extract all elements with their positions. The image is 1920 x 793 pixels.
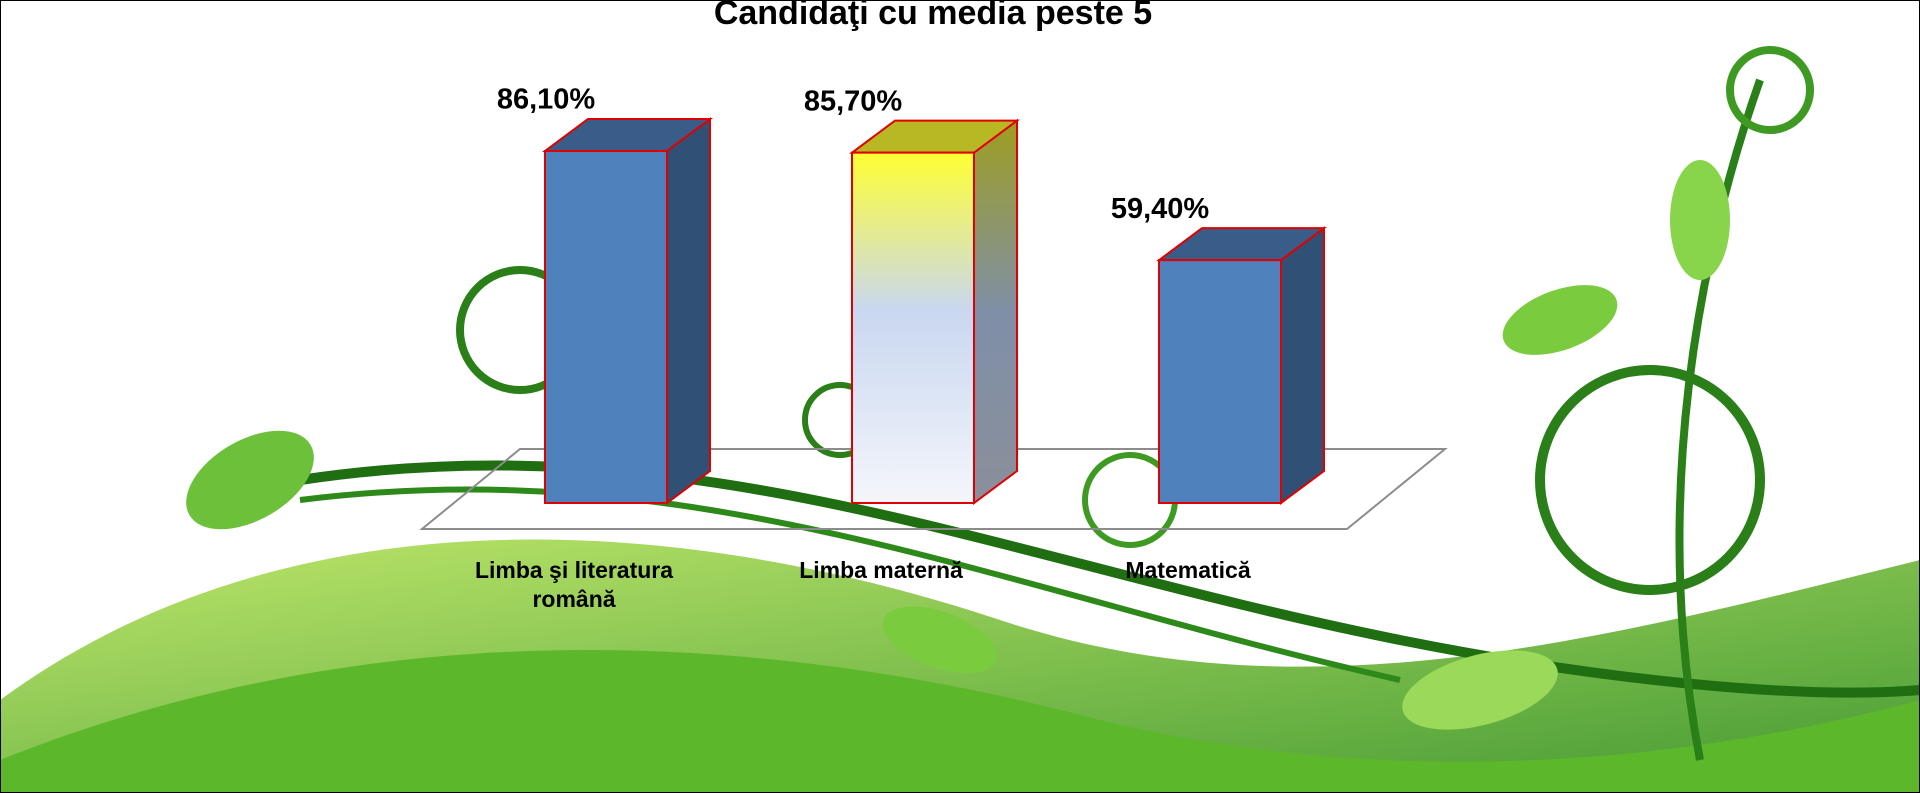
bar-front [852, 153, 974, 503]
x-tick-label: Matematică [1068, 556, 1308, 585]
chart-title: Candidaţi cu media peste 5 [714, 0, 1152, 32]
data-label: 59,40% [1111, 193, 1210, 225]
slide: Candidaţi cu media peste 5 86,10% 85,70% 5… [0, 0, 1920, 793]
bar [852, 121, 1017, 503]
x-tick-label: Limba maternă [761, 556, 1001, 585]
chart: Candidaţi cu media peste 5 86,10% 85,70% 5… [0, 0, 1920, 793]
data-label: 86,10% [497, 84, 596, 116]
data-label: 85,70% [804, 85, 903, 117]
bar-side [667, 119, 710, 503]
x-tick-label: Limba şi literatura română [454, 556, 694, 614]
bar [545, 119, 710, 503]
bar-side [1281, 228, 1324, 503]
bar-front [545, 151, 667, 503]
bar [1159, 228, 1324, 503]
bar-front [1159, 260, 1281, 503]
bar-side [974, 121, 1017, 503]
